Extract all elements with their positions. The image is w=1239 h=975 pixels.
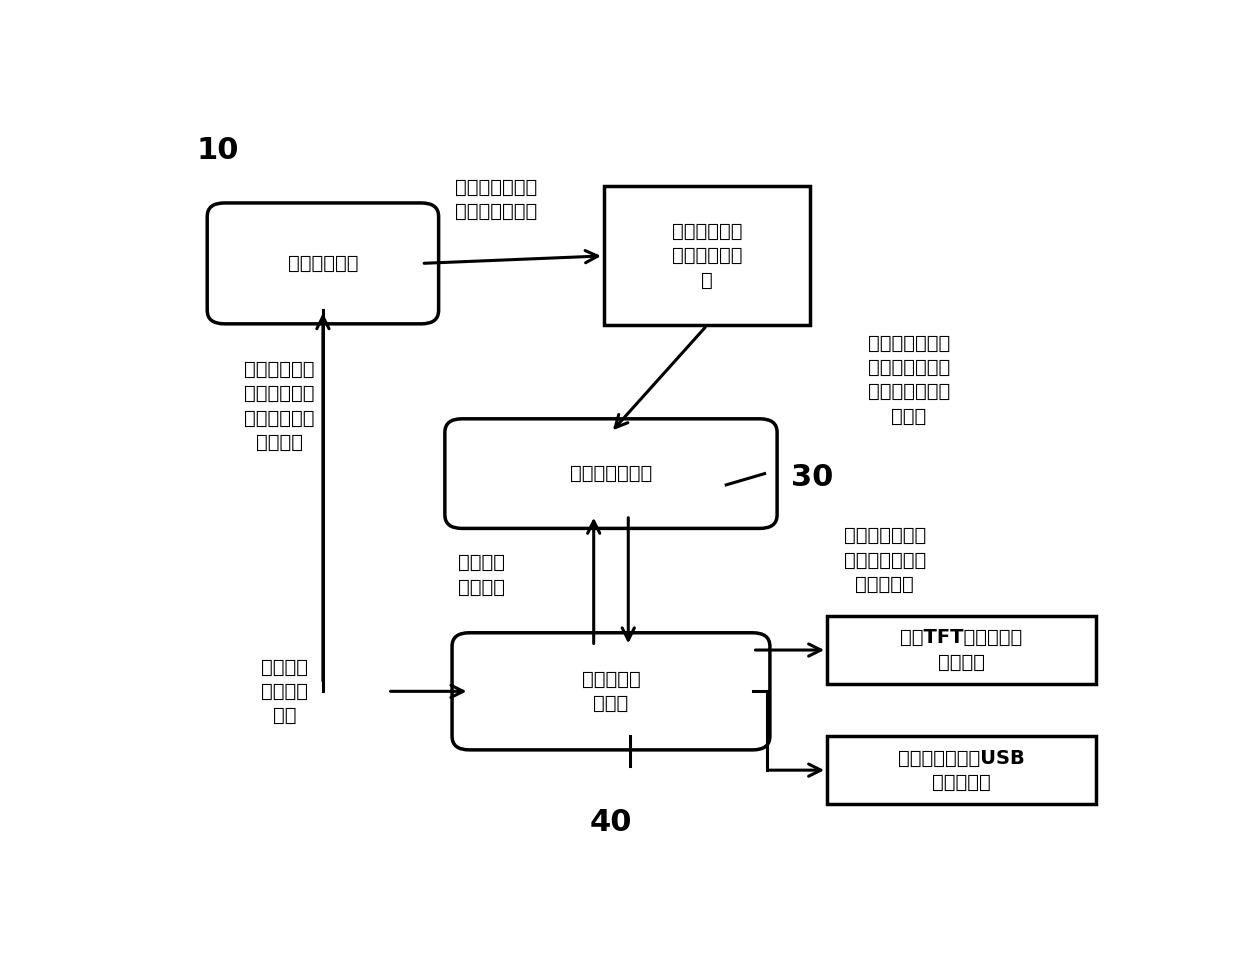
Text: 低频高压电源: 低频高压电源 — [287, 254, 358, 273]
Text: 产生低频激励信
号给被试电容器: 产生低频激励信 号给被试电容器 — [455, 178, 536, 221]
Bar — [603, 186, 810, 326]
Text: 通过TFT液晶屏显示
测量数值: 通过TFT液晶屏显示 测量数值 — [901, 629, 1022, 672]
Text: 操作人员
选择测量
功能: 操作人员 选择测量 功能 — [261, 657, 309, 725]
Text: 开始测量，打
电源开关；测
量结束，关断
高压电源: 开始测量，打 电源开关；测 量结束，关断 高压电源 — [244, 360, 315, 452]
Text: 将电流信号传输
给测量模块板进
行相关算法处理
与计算: 将电流信号传输 给测量模块板进 行相关算法处理 与计算 — [867, 333, 950, 426]
Text: 10: 10 — [196, 136, 239, 166]
Text: 30: 30 — [792, 463, 834, 491]
Bar — [828, 736, 1097, 804]
Text: 钳形电流互感
器采集电信信
号: 钳形电流互感 器采集电信信 号 — [672, 222, 742, 290]
FancyBboxPatch shape — [207, 203, 439, 324]
Text: 高精度测量模块: 高精度测量模块 — [570, 464, 652, 483]
Text: 串口远程操作、USB
数据存储等: 串口远程操作、USB 数据存储等 — [898, 749, 1025, 792]
Text: 人机交互接
口模块: 人机交互接 口模块 — [581, 670, 641, 713]
Bar — [828, 616, 1097, 683]
Text: 40: 40 — [590, 808, 632, 838]
Text: 将测量的电容量
与电阻值通过人
机界面显示: 将测量的电容量 与电阻值通过人 机界面显示 — [844, 526, 926, 594]
FancyBboxPatch shape — [445, 419, 777, 528]
Text: 发出开始
测量命令: 发出开始 测量命令 — [458, 554, 504, 597]
FancyBboxPatch shape — [452, 633, 769, 750]
